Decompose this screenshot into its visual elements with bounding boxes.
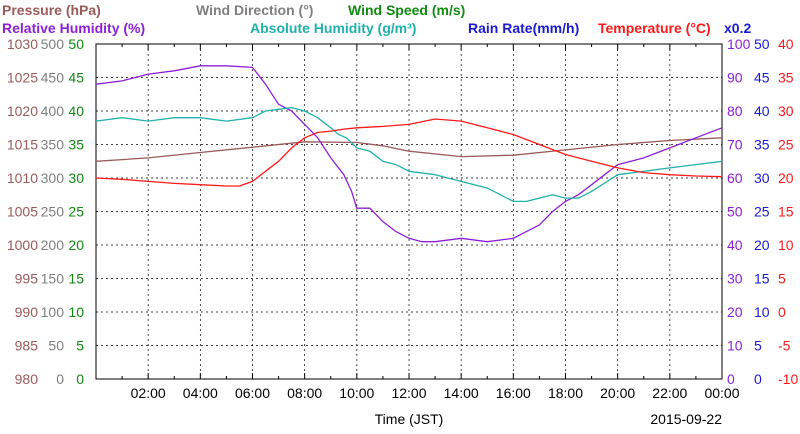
humidity-tick-label: 40 — [727, 237, 743, 253]
temperature-tick-label: 35 — [778, 70, 794, 86]
series-line-temperature — [95, 118, 723, 187]
temperature-tick-label: 20 — [778, 170, 794, 186]
temperature-tick-label: 40 — [778, 36, 794, 52]
date-label: 2015-09-22 — [650, 411, 722, 427]
pressure-tick-label: 995 — [15, 271, 39, 287]
x-tick-label: 20:00 — [600, 385, 635, 401]
temperature-tick-label: -10 — [778, 371, 798, 387]
legend-entry: Pressure (hPa) — [2, 2, 101, 18]
series-line-humidity — [95, 65, 723, 243]
humidity-tick-label: 0 — [727, 371, 735, 387]
pressure-tick-label: 990 — [15, 304, 39, 320]
legend-entry: Rain Rate(mm/h) — [468, 20, 579, 36]
rain-rate-tick-label: 10 — [754, 304, 770, 320]
rain-rate-tick-label: 30 — [754, 170, 770, 186]
temperature-tick-label: 5 — [778, 271, 786, 287]
x-tick-label: 10:00 — [339, 385, 374, 401]
temperature-tick-label: 30 — [778, 103, 794, 119]
pressure-tick-label: 1030 — [7, 36, 38, 52]
rain-rate-tick-label: 40 — [754, 103, 770, 119]
x-tick-label: 14:00 — [444, 385, 479, 401]
wind-speed-tick-label: 30 — [68, 170, 84, 186]
wind-direction-tick-label: 300 — [41, 170, 65, 186]
wind-speed-tick-label: 35 — [68, 137, 84, 153]
plot-area — [95, 43, 723, 380]
wind-direction-tick-label: 400 — [41, 103, 65, 119]
rain-rate-tick-label: 45 — [754, 70, 770, 86]
pressure-tick-label: 985 — [15, 338, 39, 354]
rain-rate-tick-label: 15 — [754, 271, 770, 287]
humidity-tick-label: 20 — [727, 304, 743, 320]
humidity-tick-label: 30 — [727, 271, 743, 287]
humidity-tick-label: 90 — [727, 70, 743, 86]
x-tick-label: 16:00 — [496, 385, 531, 401]
legend-entry: Temperature (°C) — [598, 20, 711, 36]
x-tick-label: 08:00 — [287, 385, 322, 401]
temperature-tick-label: 15 — [778, 204, 794, 220]
rain-rate-tick-label: 35 — [754, 137, 770, 153]
humidity-tick-label: 100 — [727, 36, 751, 52]
wind-speed-tick-label: 10 — [68, 304, 84, 320]
wind-direction-tick-label: 500 — [41, 36, 65, 52]
wind-direction-tick-label: 0 — [56, 371, 64, 387]
x-tick-label: 22:00 — [652, 385, 687, 401]
y-axes: 1030102510201015101010051000995990985980… — [7, 36, 799, 387]
legend: Pressure (hPa) Wind Direction (°) Wind Spe… — [2, 2, 751, 36]
pressure-tick-label: 980 — [15, 371, 39, 387]
wind-speed-tick-label: 15 — [68, 271, 84, 287]
x-tick-label: 00:00 — [704, 385, 739, 401]
wind-direction-tick-label: 450 — [41, 70, 65, 86]
pressure-tick-label: 1025 — [7, 70, 38, 86]
wind-direction-tick-label: 350 — [41, 137, 65, 153]
pressure-tick-label: 1005 — [7, 204, 38, 220]
humidity-tick-label: 50 — [727, 204, 743, 220]
multiplier-label: x0.2 — [724, 20, 751, 36]
rain-rate-tick-label: 0 — [754, 371, 762, 387]
x-tick-label: 06:00 — [235, 385, 270, 401]
x-tick-label: 04:00 — [183, 385, 218, 401]
rain-rate-tick-label: 50 — [754, 36, 770, 52]
wind-speed-tick-label: 50 — [68, 36, 84, 52]
temperature-tick-label: 0 — [778, 304, 786, 320]
wind-speed-tick-label: 5 — [76, 338, 84, 354]
wind-speed-tick-label: 25 — [68, 204, 84, 220]
x-tick-label: 02:00 — [131, 385, 166, 401]
series-line-pressure — [95, 137, 723, 162]
humidity-tick-label: 10 — [727, 338, 743, 354]
humidity-tick-label: 60 — [727, 170, 743, 186]
wind-direction-tick-label: 200 — [41, 237, 65, 253]
legend-entry: Wind Speed (m/s) — [348, 2, 465, 18]
pressure-tick-label: 1020 — [7, 103, 38, 119]
legend-entry: Wind Direction (°) — [196, 2, 313, 18]
x-tick-label: 12:00 — [391, 385, 426, 401]
humidity-tick-label: 70 — [727, 137, 743, 153]
rain-rate-tick-label: 25 — [754, 204, 770, 220]
x-tick-label: 18:00 — [548, 385, 583, 401]
temperature-tick-label: -5 — [778, 338, 791, 354]
wind-speed-tick-label: 40 — [68, 103, 84, 119]
wind-speed-tick-label: 45 — [68, 70, 84, 86]
x-axis-title: Time (JST) — [375, 411, 444, 427]
wind-speed-tick-label: 20 — [68, 237, 84, 253]
wind-direction-tick-label: 50 — [48, 338, 64, 354]
pressure-tick-label: 1010 — [7, 170, 38, 186]
wind-direction-tick-label: 150 — [41, 271, 65, 287]
x-axis: 02:00 04:00 06:00 08:00 10:00 12:00 14:00 16:00… — [131, 385, 740, 427]
pressure-tick-label: 1000 — [7, 237, 38, 253]
legend-entry: Relative Humidity (%) — [2, 20, 145, 36]
rain-rate-tick-label: 20 — [754, 237, 770, 253]
temperature-tick-label: 10 — [778, 237, 794, 253]
wind-direction-tick-label: 250 — [41, 204, 65, 220]
rain-rate-tick-label: 5 — [754, 338, 762, 354]
temperature-tick-label: 25 — [778, 137, 794, 153]
series-line-humidity — [95, 106, 723, 203]
wind-speed-tick-label: 0 — [76, 371, 84, 387]
humidity-tick-label: 80 — [727, 103, 743, 119]
pressure-tick-label: 1015 — [7, 137, 38, 153]
wind-direction-tick-label: 100 — [41, 304, 65, 320]
legend-entry: Absolute Humidity (g/m³) — [250, 20, 416, 36]
